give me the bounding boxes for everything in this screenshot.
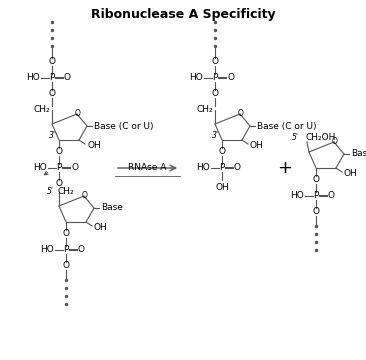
Text: O: O [313,207,320,216]
Text: O: O [82,190,88,199]
Text: CH₂: CH₂ [197,105,213,114]
Text: Base: Base [101,203,123,212]
Text: O: O [238,108,244,117]
Text: HO: HO [33,163,47,172]
Text: P: P [63,246,69,255]
Text: P: P [313,192,319,201]
Text: CH₂OH: CH₂OH [305,134,335,143]
Text: O: O [332,136,338,145]
Text: O: O [234,163,241,172]
Text: OH: OH [215,183,229,192]
Text: O: O [219,148,225,157]
Text: OH: OH [250,140,264,149]
Text: O: O [56,148,63,157]
Text: 5': 5' [47,188,54,197]
Text: 3': 3' [212,130,219,139]
Text: OH: OH [87,140,101,149]
Text: OH: OH [344,168,358,177]
Text: O: O [56,180,63,189]
Text: +: + [277,159,292,177]
Text: O: O [71,163,78,172]
Text: P: P [49,73,55,82]
Text: 3': 3' [49,130,56,139]
Text: O: O [227,73,234,82]
Text: CH₂: CH₂ [58,188,75,197]
Text: O: O [49,58,56,67]
Text: OH: OH [94,222,108,231]
Text: O: O [212,90,219,99]
Text: O: O [75,108,81,117]
Text: HO: HO [290,192,304,201]
Text: RNAse A: RNAse A [128,163,166,172]
Text: O: O [63,261,70,270]
Text: HO: HO [26,73,40,82]
Text: Base: Base [351,149,366,158]
Text: Ribonuclease A Specificity: Ribonuclease A Specificity [91,8,275,21]
Text: P: P [212,73,218,82]
Text: HO: HO [196,163,210,172]
Text: Base (C or U): Base (C or U) [94,122,153,130]
Text: P: P [56,163,62,172]
Text: O: O [328,192,335,201]
Text: O: O [78,246,85,255]
Text: HO: HO [189,73,203,82]
Text: O: O [63,230,70,238]
Text: O: O [212,58,219,67]
Text: O: O [49,90,56,99]
Text: O: O [64,73,71,82]
Text: CH₂: CH₂ [33,105,50,114]
Text: O: O [313,175,320,184]
Text: HO: HO [40,246,54,255]
Text: 5': 5' [292,134,299,143]
Text: P: P [219,163,225,172]
Text: Base (C or U): Base (C or U) [257,122,317,130]
